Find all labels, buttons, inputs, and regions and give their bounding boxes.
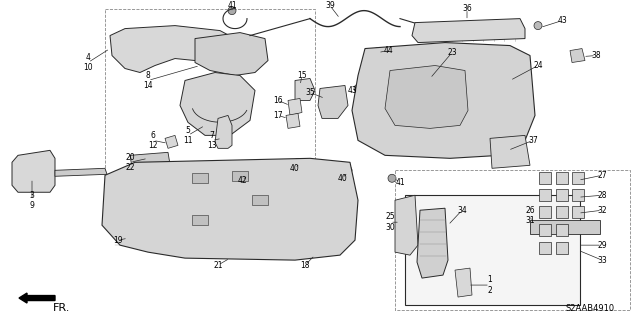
Polygon shape <box>55 168 107 176</box>
Text: S2AAB4910: S2AAB4910 <box>566 303 615 313</box>
Text: 36: 36 <box>462 4 472 13</box>
Text: 29: 29 <box>597 241 607 250</box>
Polygon shape <box>490 135 530 168</box>
Text: 23: 23 <box>447 48 457 57</box>
Polygon shape <box>110 26 235 72</box>
Polygon shape <box>295 78 315 100</box>
Bar <box>530 220 600 234</box>
FancyArrow shape <box>19 293 55 303</box>
Bar <box>572 189 584 201</box>
Bar <box>572 172 584 184</box>
Polygon shape <box>395 195 418 255</box>
Polygon shape <box>352 42 535 158</box>
Bar <box>556 172 568 184</box>
Text: 34: 34 <box>457 206 467 215</box>
Bar <box>192 215 208 225</box>
Bar <box>252 195 268 205</box>
Polygon shape <box>215 115 232 148</box>
Polygon shape <box>286 114 300 128</box>
Text: 5
11: 5 11 <box>183 126 193 145</box>
Bar <box>539 172 551 184</box>
Polygon shape <box>288 99 302 115</box>
Text: 40: 40 <box>290 164 300 173</box>
Text: 7
13: 7 13 <box>207 131 217 150</box>
Polygon shape <box>102 158 358 260</box>
Circle shape <box>344 166 352 174</box>
Text: 25
30: 25 30 <box>385 212 395 232</box>
Text: 8
14: 8 14 <box>143 71 153 90</box>
Text: 27: 27 <box>597 171 607 180</box>
Bar <box>556 242 568 254</box>
Text: 18: 18 <box>300 261 310 270</box>
Text: 3
9: 3 9 <box>29 190 35 210</box>
Polygon shape <box>412 19 525 42</box>
Bar <box>539 242 551 254</box>
Text: 16: 16 <box>273 96 283 105</box>
Circle shape <box>354 85 362 93</box>
Text: 38: 38 <box>591 51 601 60</box>
Text: 1
2: 1 2 <box>488 275 492 295</box>
Text: 44: 44 <box>383 46 393 55</box>
Polygon shape <box>12 150 55 192</box>
Polygon shape <box>318 85 348 118</box>
Text: 37: 37 <box>528 136 538 145</box>
Text: 41: 41 <box>395 178 405 187</box>
Bar <box>539 224 551 236</box>
Bar <box>572 206 584 218</box>
Text: 32: 32 <box>597 206 607 215</box>
Polygon shape <box>385 65 468 128</box>
Text: 26
31: 26 31 <box>525 205 535 225</box>
Bar <box>556 189 568 201</box>
Polygon shape <box>130 152 170 167</box>
Text: 21: 21 <box>213 261 223 270</box>
Polygon shape <box>180 72 255 135</box>
Text: 35: 35 <box>305 88 315 97</box>
Polygon shape <box>455 268 472 297</box>
Bar <box>192 173 208 183</box>
Text: 17: 17 <box>273 111 283 120</box>
Text: 43: 43 <box>347 86 357 95</box>
Text: 39: 39 <box>325 1 335 10</box>
Circle shape <box>388 174 396 182</box>
Bar <box>556 206 568 218</box>
Bar <box>539 206 551 218</box>
Text: 6
12: 6 12 <box>148 131 157 150</box>
Bar <box>395 170 630 310</box>
Polygon shape <box>195 33 268 76</box>
Text: 33: 33 <box>597 256 607 265</box>
Bar <box>105 9 315 183</box>
Bar <box>405 195 580 305</box>
Circle shape <box>373 48 383 57</box>
Circle shape <box>294 158 302 166</box>
Text: 24: 24 <box>533 61 543 70</box>
Text: FR.: FR. <box>53 303 70 313</box>
Bar <box>539 189 551 201</box>
Circle shape <box>534 22 542 30</box>
Bar <box>232 171 248 181</box>
Text: 19: 19 <box>113 236 123 245</box>
Text: 41: 41 <box>227 1 237 10</box>
Text: 40: 40 <box>337 174 347 183</box>
Polygon shape <box>570 48 585 63</box>
Polygon shape <box>417 208 448 278</box>
Text: 15: 15 <box>297 71 307 80</box>
Text: 28: 28 <box>597 191 607 200</box>
Text: 42: 42 <box>237 176 247 185</box>
Text: 4
10: 4 10 <box>83 53 93 72</box>
Text: 20
22: 20 22 <box>125 152 135 172</box>
Text: 43: 43 <box>557 16 567 25</box>
Circle shape <box>228 7 236 15</box>
Circle shape <box>243 167 253 177</box>
Polygon shape <box>165 135 178 148</box>
Bar <box>556 224 568 236</box>
